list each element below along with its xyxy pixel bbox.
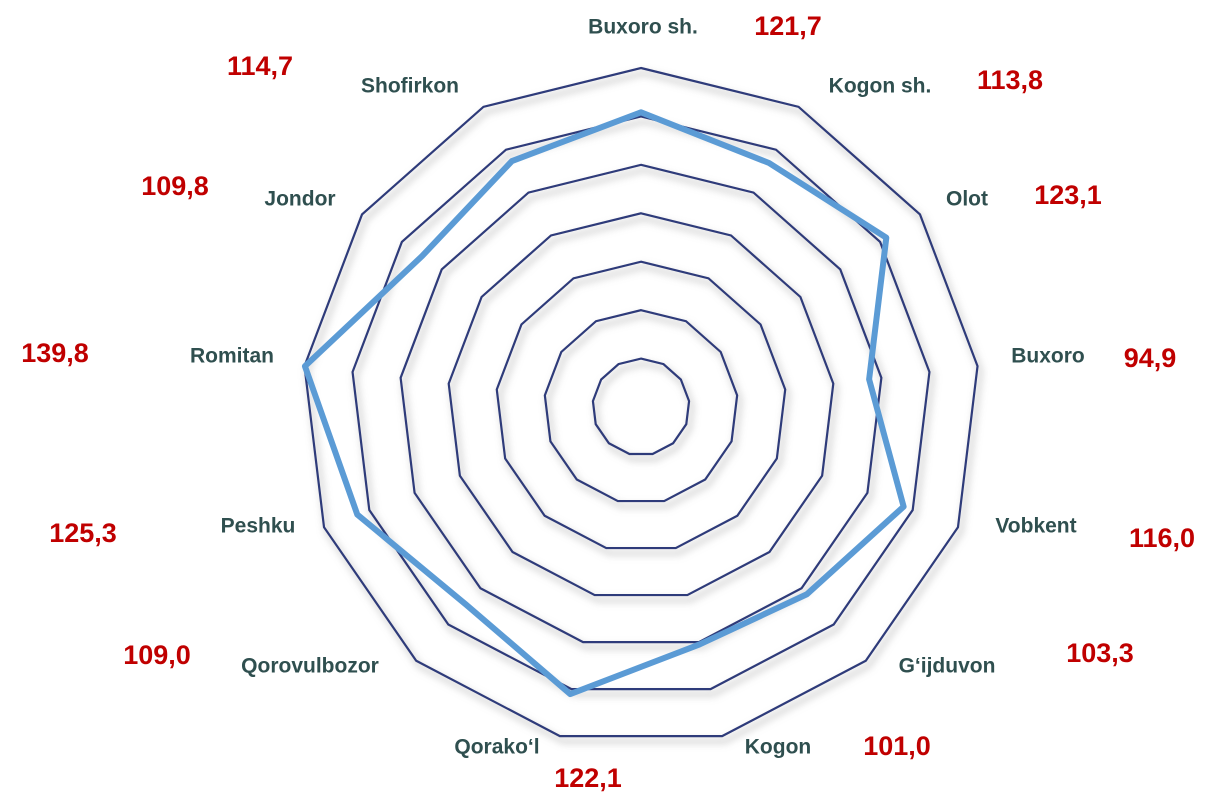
category-label: Vobkent: [995, 515, 1076, 538]
value-label: 103,3: [1066, 638, 1134, 668]
value-label: 94,9: [1124, 343, 1177, 373]
category-label: Kogon sh.: [829, 75, 932, 98]
value-label: 101,0: [863, 731, 931, 761]
grid-ring: [351, 115, 931, 691]
grid-ring: [543, 309, 739, 503]
category-label: G‘ijduvon: [899, 655, 996, 678]
grid-ring: [495, 260, 787, 550]
category-label: Buxoro: [1011, 345, 1085, 368]
category-label: Buxoro sh.: [588, 16, 698, 39]
grid-ring: [591, 357, 691, 456]
value-label: 125,3: [49, 518, 117, 548]
value-label: 109,8: [141, 171, 209, 201]
value-label: 121,7: [754, 11, 822, 41]
category-label: Romitan: [190, 345, 274, 368]
value-label: 109,0: [123, 640, 191, 670]
grid: [303, 66, 979, 738]
value-label: 139,8: [21, 338, 89, 368]
series-line: [301, 109, 907, 698]
category-label: Shofirkon: [361, 75, 459, 98]
grid-ring: [399, 163, 883, 644]
value-label: 116,0: [1129, 523, 1195, 553]
category-label: Qorako‘l: [454, 736, 539, 759]
value-label: 122,1: [554, 763, 622, 793]
category-label: Kogon: [745, 736, 811, 759]
category-label: Olot: [946, 188, 988, 211]
category-label: Peshku: [221, 515, 296, 538]
value-label: 114,7: [227, 51, 293, 81]
grid-ring: [303, 66, 979, 738]
value-label: 123,1: [1034, 180, 1102, 210]
value-label: 113,8: [977, 65, 1043, 95]
category-label: Qorovulbozor: [241, 655, 379, 678]
grid-ring: [447, 212, 835, 597]
category-label: Jondor: [264, 188, 335, 211]
